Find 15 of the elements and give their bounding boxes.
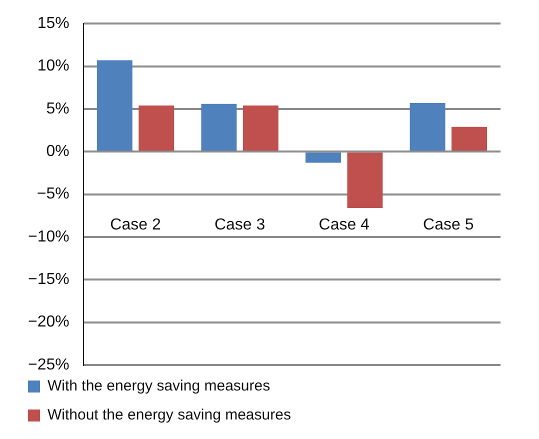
x-tick-label: Case 2: [110, 216, 161, 234]
y-tick-label: −15%: [28, 271, 70, 288]
y-tick-label: 15%: [37, 15, 70, 32]
y-tick-label: 10%: [37, 58, 70, 75]
y-tick-label: −5%: [36, 186, 70, 203]
x-tick-label: Case 5: [423, 216, 474, 234]
legend-label: With the energy saving measures: [48, 378, 270, 395]
x-tick-label: Case 3: [214, 216, 266, 234]
y-tick-label: −10%: [28, 228, 70, 246]
y-tick-label: 5%: [46, 100, 70, 118]
x-tick-label: Case 4: [318, 216, 370, 234]
y-tick-label: 0%: [46, 143, 70, 160]
legend-label: Without the energy saving measures: [48, 406, 291, 424]
y-tick-label: −20%: [28, 314, 70, 331]
y-tick-label: −25%: [28, 356, 70, 374]
